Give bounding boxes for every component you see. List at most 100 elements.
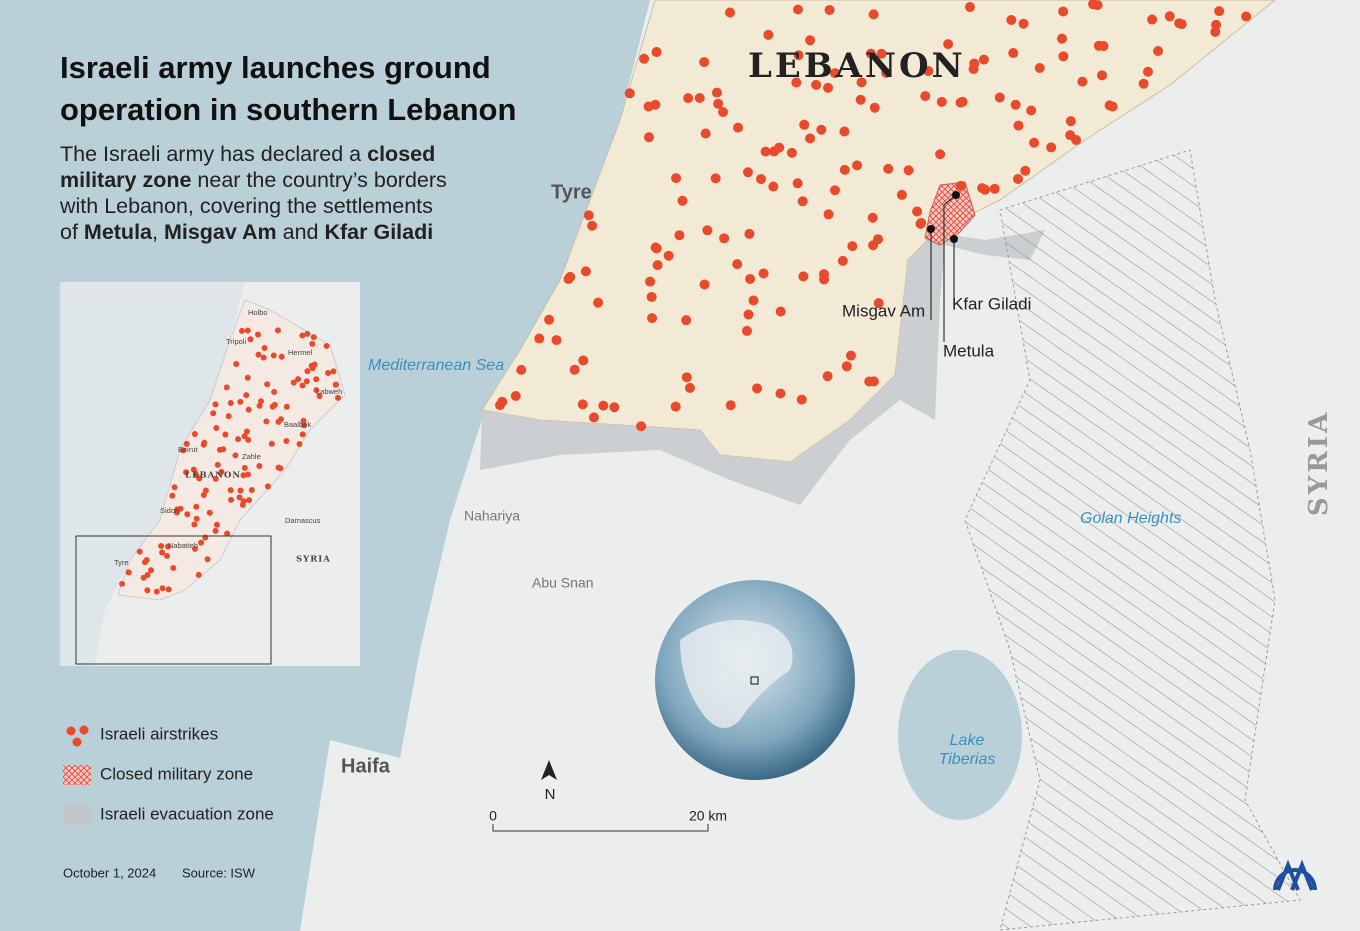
- inset-map: Holbo Tripoli Hermel Labweh Baalbek Beirut Zah…: [60, 282, 360, 666]
- airstrike: [228, 496, 235, 503]
- airstrike: [1138, 78, 1149, 89]
- airstrike: [593, 297, 604, 308]
- airstrike: [304, 330, 311, 337]
- airstrike: [309, 340, 316, 347]
- airstrike: [700, 128, 711, 139]
- airstrike: [805, 35, 816, 46]
- airstrike: [246, 497, 253, 504]
- airstrike: [775, 306, 786, 317]
- airstrike: [148, 567, 155, 574]
- airstrike: [1013, 173, 1024, 184]
- airstrike: [241, 433, 248, 440]
- airstrike: [177, 505, 184, 512]
- airstrike: [235, 436, 242, 443]
- legend-label: Israeli airstrikes: [100, 724, 218, 743]
- airstrike: [125, 569, 132, 576]
- airstrike: [153, 588, 160, 595]
- airstrike: [274, 327, 281, 334]
- airstrike: [775, 388, 786, 399]
- airstrike: [184, 511, 191, 518]
- airstrike: [805, 133, 816, 144]
- subtitle-line: military zone near the country’s borders: [60, 168, 447, 192]
- airstrike: [823, 209, 834, 220]
- airstrike: [183, 440, 190, 447]
- airstrike: [699, 279, 710, 290]
- airstrike: [798, 271, 809, 282]
- airstrike: [212, 527, 219, 534]
- city-label: Tyre: [551, 181, 592, 203]
- subtitle-text: near the country’s borders: [191, 168, 446, 192]
- airstrike: [244, 327, 251, 334]
- airstrike: [256, 462, 263, 469]
- inset-label: LEBANON: [185, 471, 241, 481]
- airstrike: [240, 498, 247, 505]
- airstrike: [769, 146, 780, 157]
- airstrike: [1164, 11, 1175, 22]
- airstrike: [684, 382, 695, 393]
- airstrike: [699, 57, 710, 68]
- airstrike: [839, 164, 850, 175]
- airstrike: [587, 220, 598, 231]
- scale-label: 0: [489, 808, 497, 824]
- header: Israeli army launches ground operation i…: [59, 50, 516, 243]
- airstrike: [202, 534, 209, 541]
- airstrike: [957, 96, 968, 107]
- airstrike: [916, 217, 927, 228]
- airstrike: [224, 530, 231, 537]
- airstrike: [847, 241, 858, 252]
- airstrike: [290, 379, 297, 386]
- airstrike: [1065, 116, 1076, 127]
- airstrike: [313, 387, 320, 394]
- airstrike: [237, 398, 244, 405]
- airstrike: [159, 585, 166, 592]
- airstrike: [671, 173, 682, 184]
- source: Source: ISW: [182, 865, 256, 880]
- airstrike: [1142, 66, 1153, 77]
- globe-land: [680, 620, 793, 728]
- date: October 1, 2024: [63, 865, 156, 880]
- airstrike: [786, 147, 797, 158]
- country-label: SYRIA: [1304, 410, 1334, 516]
- airstrike: [1210, 26, 1221, 37]
- airstrike: [742, 167, 753, 178]
- subtitle-text: military zone: [60, 168, 191, 192]
- airstrike: [563, 274, 574, 285]
- airstrike: [144, 587, 151, 594]
- airstrike: [158, 542, 165, 549]
- airstrike: [165, 586, 172, 593]
- airstrike: [624, 88, 635, 99]
- airstrike: [811, 79, 822, 90]
- airstrike: [299, 332, 306, 339]
- subtitle-line: with Lebanon, covering the settlements: [59, 194, 433, 218]
- airstrike: [1018, 18, 1029, 29]
- inset-label: Hermel: [288, 348, 313, 357]
- town-label: Abu Snan: [532, 575, 594, 591]
- airstrike: [677, 195, 688, 206]
- airstrike: [1065, 130, 1076, 141]
- airstrike: [1153, 46, 1164, 57]
- airstrike: [856, 77, 867, 88]
- airstrike: [169, 492, 176, 499]
- airstrike: [578, 355, 589, 366]
- airstrike: [694, 93, 705, 104]
- airstrike: [1020, 165, 1031, 176]
- airstrike: [1097, 70, 1108, 81]
- settlement-label: Metula: [943, 341, 995, 360]
- airstrike: [912, 206, 923, 217]
- airstrike: [609, 402, 620, 413]
- airstrike: [1147, 14, 1158, 25]
- subtitle-line: of Metula, Misgav Am and Kfar Giladi: [60, 220, 433, 244]
- airstrike: [647, 313, 658, 324]
- airstrike: [702, 225, 713, 236]
- legend: Israeli airstrikes Closed military zone …: [63, 724, 274, 825]
- airstrike: [216, 446, 223, 453]
- airstrike: [183, 469, 190, 476]
- airstrike: [218, 468, 225, 475]
- airstrike: [1058, 6, 1069, 17]
- airstrike: [745, 273, 756, 284]
- airstrike: [248, 486, 255, 493]
- airstrike: [645, 276, 656, 287]
- airstrike: [643, 132, 654, 143]
- airstrike: [180, 447, 187, 454]
- legend-label: Israeli evacuation zone: [100, 804, 274, 823]
